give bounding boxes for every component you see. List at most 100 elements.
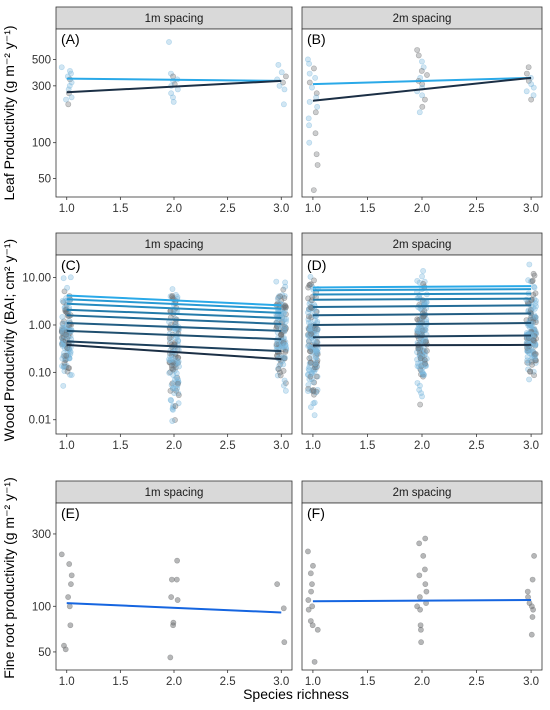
trend-line bbox=[66, 298, 282, 310]
data-point bbox=[313, 354, 320, 361]
x-tick-label: 1.5 bbox=[359, 440, 375, 452]
x-tick-label: 1.0 bbox=[59, 203, 75, 215]
data-point bbox=[310, 388, 317, 395]
leaf-productivity-ylabel: Leaf Productivity (g m⁻² y⁻¹) bbox=[1, 25, 17, 200]
data-point bbox=[170, 98, 177, 105]
data-point bbox=[170, 622, 176, 629]
data-point bbox=[423, 588, 430, 595]
data-point bbox=[169, 286, 176, 292]
data-point bbox=[280, 286, 287, 293]
x-tick-label: 3.0 bbox=[523, 440, 539, 452]
data-point bbox=[68, 581, 74, 588]
data-point bbox=[308, 281, 314, 288]
y-tick-label: 0.10 bbox=[29, 367, 51, 379]
trend-line bbox=[312, 285, 532, 289]
data-point bbox=[414, 316, 421, 323]
data-point bbox=[417, 353, 424, 360]
data-point bbox=[418, 626, 424, 633]
data-point bbox=[175, 380, 181, 387]
data-point bbox=[312, 130, 319, 137]
x-tick-label: 2.5 bbox=[220, 676, 236, 688]
data-point bbox=[419, 364, 426, 371]
data-point bbox=[305, 388, 311, 394]
data-point bbox=[169, 292, 176, 299]
data-point bbox=[168, 594, 175, 600]
data-point bbox=[305, 606, 312, 613]
data-point bbox=[281, 303, 288, 310]
data-point bbox=[63, 96, 69, 103]
trend-line bbox=[312, 312, 532, 317]
data-point bbox=[59, 314, 66, 320]
data-point bbox=[174, 86, 181, 93]
x-tick-label: 2.0 bbox=[414, 676, 430, 688]
data-point bbox=[282, 354, 288, 361]
data-point bbox=[530, 606, 537, 613]
data-point bbox=[523, 70, 530, 77]
panel-a: 1m spacing 1.0 1.5 2.0 2.5 3.0 50 100 300 500 (A) bbox=[32, 6, 293, 215]
data-point bbox=[273, 278, 280, 285]
data-point bbox=[175, 392, 182, 399]
data-point bbox=[176, 363, 182, 370]
data-point bbox=[424, 72, 430, 78]
data-point bbox=[416, 594, 423, 600]
data-point bbox=[61, 304, 68, 311]
y-tick-label: 10.00 bbox=[22, 273, 51, 285]
data-point bbox=[65, 101, 72, 108]
panel-frame bbox=[301, 502, 543, 671]
data-point bbox=[531, 283, 537, 290]
panel-tag: (A) bbox=[61, 31, 80, 47]
panel-c: 1m spacing 1.0 1.5 2.0 2.5 3.0 0.01 0.10 1.00 10.… bbox=[22, 232, 293, 452]
data-point bbox=[313, 347, 320, 354]
data-point bbox=[305, 548, 311, 555]
data-point bbox=[414, 47, 421, 53]
data-point bbox=[168, 362, 175, 369]
data-point bbox=[532, 354, 538, 360]
data-point bbox=[282, 279, 289, 286]
data-point bbox=[280, 101, 287, 108]
y-tick-label: 100 bbox=[32, 601, 51, 613]
trend-line bbox=[66, 79, 282, 94]
x-tick-label: 2.0 bbox=[166, 203, 182, 215]
data-point bbox=[305, 333, 312, 339]
data-point bbox=[306, 60, 312, 67]
data-point bbox=[310, 400, 317, 407]
data-point bbox=[422, 581, 429, 588]
data-point bbox=[281, 382, 287, 389]
panel-e: 1m spacing 1.0 1.5 2.0 2.5 3.0 50 100 300 (E) bbox=[32, 480, 293, 688]
data-point bbox=[525, 277, 532, 284]
data-point bbox=[64, 368, 71, 375]
data-point bbox=[421, 299, 427, 306]
data-point bbox=[417, 606, 424, 613]
data-point bbox=[314, 626, 321, 633]
panel-tag: (C) bbox=[61, 257, 80, 273]
data-point bbox=[306, 139, 313, 146]
data-point bbox=[416, 540, 423, 547]
data-point bbox=[530, 292, 537, 298]
data-point bbox=[67, 622, 74, 629]
data-point bbox=[275, 366, 282, 372]
data-point bbox=[274, 372, 281, 379]
trend-line bbox=[312, 76, 532, 102]
x-tick-label: 3.0 bbox=[523, 676, 539, 688]
data-point bbox=[416, 572, 423, 579]
data-point bbox=[421, 372, 428, 378]
facet-label: 1m spacing bbox=[145, 239, 204, 251]
data-point bbox=[306, 98, 313, 105]
data-point bbox=[281, 295, 288, 301]
data-point bbox=[166, 39, 172, 45]
y-tick-label: 50 bbox=[38, 647, 51, 659]
data-point bbox=[310, 562, 316, 569]
x-tick-label: 2.5 bbox=[220, 203, 236, 215]
data-point bbox=[313, 151, 320, 158]
data-point bbox=[173, 576, 180, 583]
data-point bbox=[307, 348, 314, 355]
facet-label: 2m spacing bbox=[393, 239, 452, 251]
data-point bbox=[417, 337, 424, 344]
data-point bbox=[417, 401, 424, 408]
data-point bbox=[306, 122, 312, 129]
data-point bbox=[62, 646, 69, 653]
data-point bbox=[525, 64, 532, 71]
data-point bbox=[532, 300, 539, 307]
data-point bbox=[274, 339, 281, 345]
data-point bbox=[166, 334, 173, 341]
